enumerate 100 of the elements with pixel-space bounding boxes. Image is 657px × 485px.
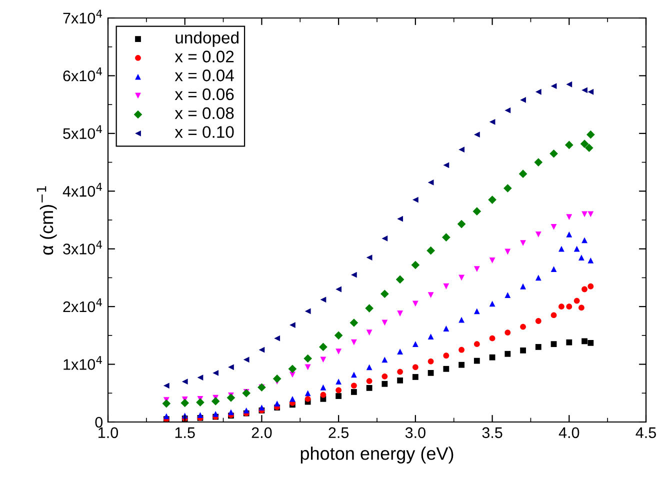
point <box>428 334 434 340</box>
point <box>366 385 372 391</box>
y-tick-label: 2x10$^{4}$ <box>63 298 102 312</box>
point <box>228 409 234 416</box>
point <box>550 83 557 90</box>
point <box>336 378 342 385</box>
point <box>558 246 564 252</box>
point <box>535 344 542 350</box>
point <box>489 354 496 360</box>
legend-label: x = 0.06 <box>174 88 234 100</box>
point <box>520 283 526 290</box>
point <box>588 340 594 346</box>
point <box>443 162 450 168</box>
x-tick-label: 4.0 <box>558 427 580 438</box>
point <box>535 274 542 281</box>
point <box>472 207 482 216</box>
point <box>163 413 170 420</box>
x-tick-label: 3.0 <box>405 427 426 438</box>
point <box>588 88 594 95</box>
point <box>550 149 558 158</box>
point <box>397 348 404 355</box>
point <box>586 130 595 139</box>
point <box>304 390 311 396</box>
point <box>380 290 389 298</box>
point <box>304 364 311 370</box>
point <box>566 214 572 220</box>
point <box>350 318 358 327</box>
point <box>350 389 357 395</box>
point <box>272 374 282 383</box>
point <box>474 341 480 348</box>
point <box>428 370 434 376</box>
point <box>520 347 526 354</box>
point <box>442 233 450 242</box>
x-tick-label: 2.5 <box>328 427 349 438</box>
point <box>443 366 450 372</box>
point <box>474 358 480 364</box>
point <box>520 240 526 246</box>
point <box>574 246 580 252</box>
point <box>582 338 588 344</box>
x-tick-label: 1.0 <box>98 427 118 438</box>
point <box>443 283 450 290</box>
point <box>382 320 388 326</box>
y-axis-title: α (cm)$^{−1}$ <box>36 186 57 255</box>
point <box>212 370 219 376</box>
point <box>397 378 404 384</box>
point <box>366 364 372 370</box>
point <box>412 196 418 203</box>
legend-label: x = 0.08 <box>174 107 234 120</box>
point <box>489 257 496 264</box>
point <box>474 266 480 272</box>
point <box>212 410 219 417</box>
point <box>242 388 251 398</box>
point <box>582 286 588 292</box>
point <box>304 308 311 314</box>
point <box>382 236 388 242</box>
point <box>520 324 526 330</box>
point <box>274 400 280 406</box>
point <box>550 312 557 318</box>
point <box>290 322 296 328</box>
point <box>320 384 326 390</box>
point <box>550 224 557 230</box>
x-axis-title: photon energy (eV) <box>300 446 454 464</box>
point <box>336 348 342 355</box>
point <box>226 394 236 402</box>
point <box>162 399 171 408</box>
point <box>290 396 296 402</box>
point <box>320 296 326 303</box>
point <box>243 408 250 414</box>
legend-label: undoped <box>176 31 238 47</box>
point <box>288 364 297 374</box>
point <box>397 216 404 222</box>
point <box>334 331 343 340</box>
point <box>474 132 480 138</box>
point <box>382 373 388 380</box>
point <box>582 237 588 244</box>
point <box>458 316 464 323</box>
y-tick-label: 1x10$^{4}$ <box>64 356 102 370</box>
point <box>443 352 450 359</box>
point <box>304 396 311 402</box>
point <box>350 272 357 278</box>
point <box>336 387 342 394</box>
point <box>458 362 464 368</box>
point <box>558 304 564 310</box>
point <box>366 378 372 384</box>
point <box>274 335 280 342</box>
point <box>578 304 584 311</box>
point <box>211 397 220 406</box>
point <box>457 220 466 228</box>
point <box>564 140 574 150</box>
point <box>534 158 543 166</box>
point <box>426 246 435 255</box>
point <box>518 170 528 178</box>
point <box>504 107 511 114</box>
x-tick-label: 4.5 <box>636 427 656 438</box>
point <box>566 231 572 238</box>
point <box>197 374 204 381</box>
point <box>412 364 418 370</box>
point <box>382 380 388 387</box>
legend-label: x = 0.04 <box>174 70 234 82</box>
point <box>382 356 388 363</box>
